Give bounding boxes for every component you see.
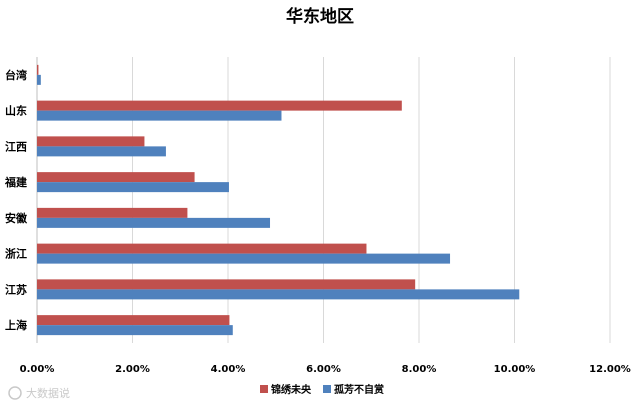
bar-series1 [37, 172, 195, 183]
bar-series2 [37, 253, 451, 264]
x-tick-label: 12.00% [589, 364, 631, 375]
bar-series1 [37, 136, 145, 147]
bar-series2 [37, 110, 282, 121]
x-tick-label: 8.00% [402, 364, 437, 375]
bar-series1 [37, 243, 367, 254]
legend-label: 孤芳不自赏 [334, 383, 384, 396]
bar-series2 [37, 146, 166, 157]
legend-label: 锦绣未央 [271, 383, 312, 396]
watermark: 大数据说 [8, 386, 70, 400]
category-label: 台湾 [5, 68, 27, 82]
x-tick-label: 10.00% [494, 364, 536, 375]
category-label: 安徽 [5, 211, 28, 225]
gridlines [36, 57, 611, 343]
bar-series2 [37, 289, 520, 300]
bar-series1 [37, 279, 416, 290]
x-axis-ticks: 0.00% 2.00% 4.00% 6.00% 8.00% 10.00% 12.00% [20, 364, 631, 375]
bars [37, 64, 520, 336]
x-tick-label: 0.00% [20, 364, 55, 375]
category-label: 江西 [5, 139, 27, 153]
x-tick-label: 2.00% [115, 364, 150, 375]
x-tick-label: 4.00% [211, 364, 246, 375]
bar-series2 [37, 217, 271, 228]
chart-title: 华东地区 [286, 6, 354, 27]
category-label: 山东 [5, 104, 27, 118]
legend-swatch [323, 385, 331, 393]
category-label: 江苏 [5, 282, 27, 296]
category-label: 福建 [4, 175, 28, 189]
bar-series1 [37, 100, 402, 111]
legend-swatch [260, 385, 268, 393]
bar-series2 [37, 182, 229, 193]
bar-series1 [37, 64, 39, 75]
bar-series2 [37, 325, 233, 336]
watermark-text: 大数据说 [26, 386, 70, 400]
bar-series1 [37, 315, 230, 326]
category-label: 浙江 [5, 247, 27, 261]
bar-series1 [37, 207, 188, 218]
bar-series2 [37, 74, 41, 85]
x-tick-label: 6.00% [306, 364, 341, 375]
legend: 锦绣未央 孤芳不自赏 [260, 383, 384, 396]
category-label: 上海 [5, 318, 27, 332]
watermark-logo [8, 386, 22, 400]
